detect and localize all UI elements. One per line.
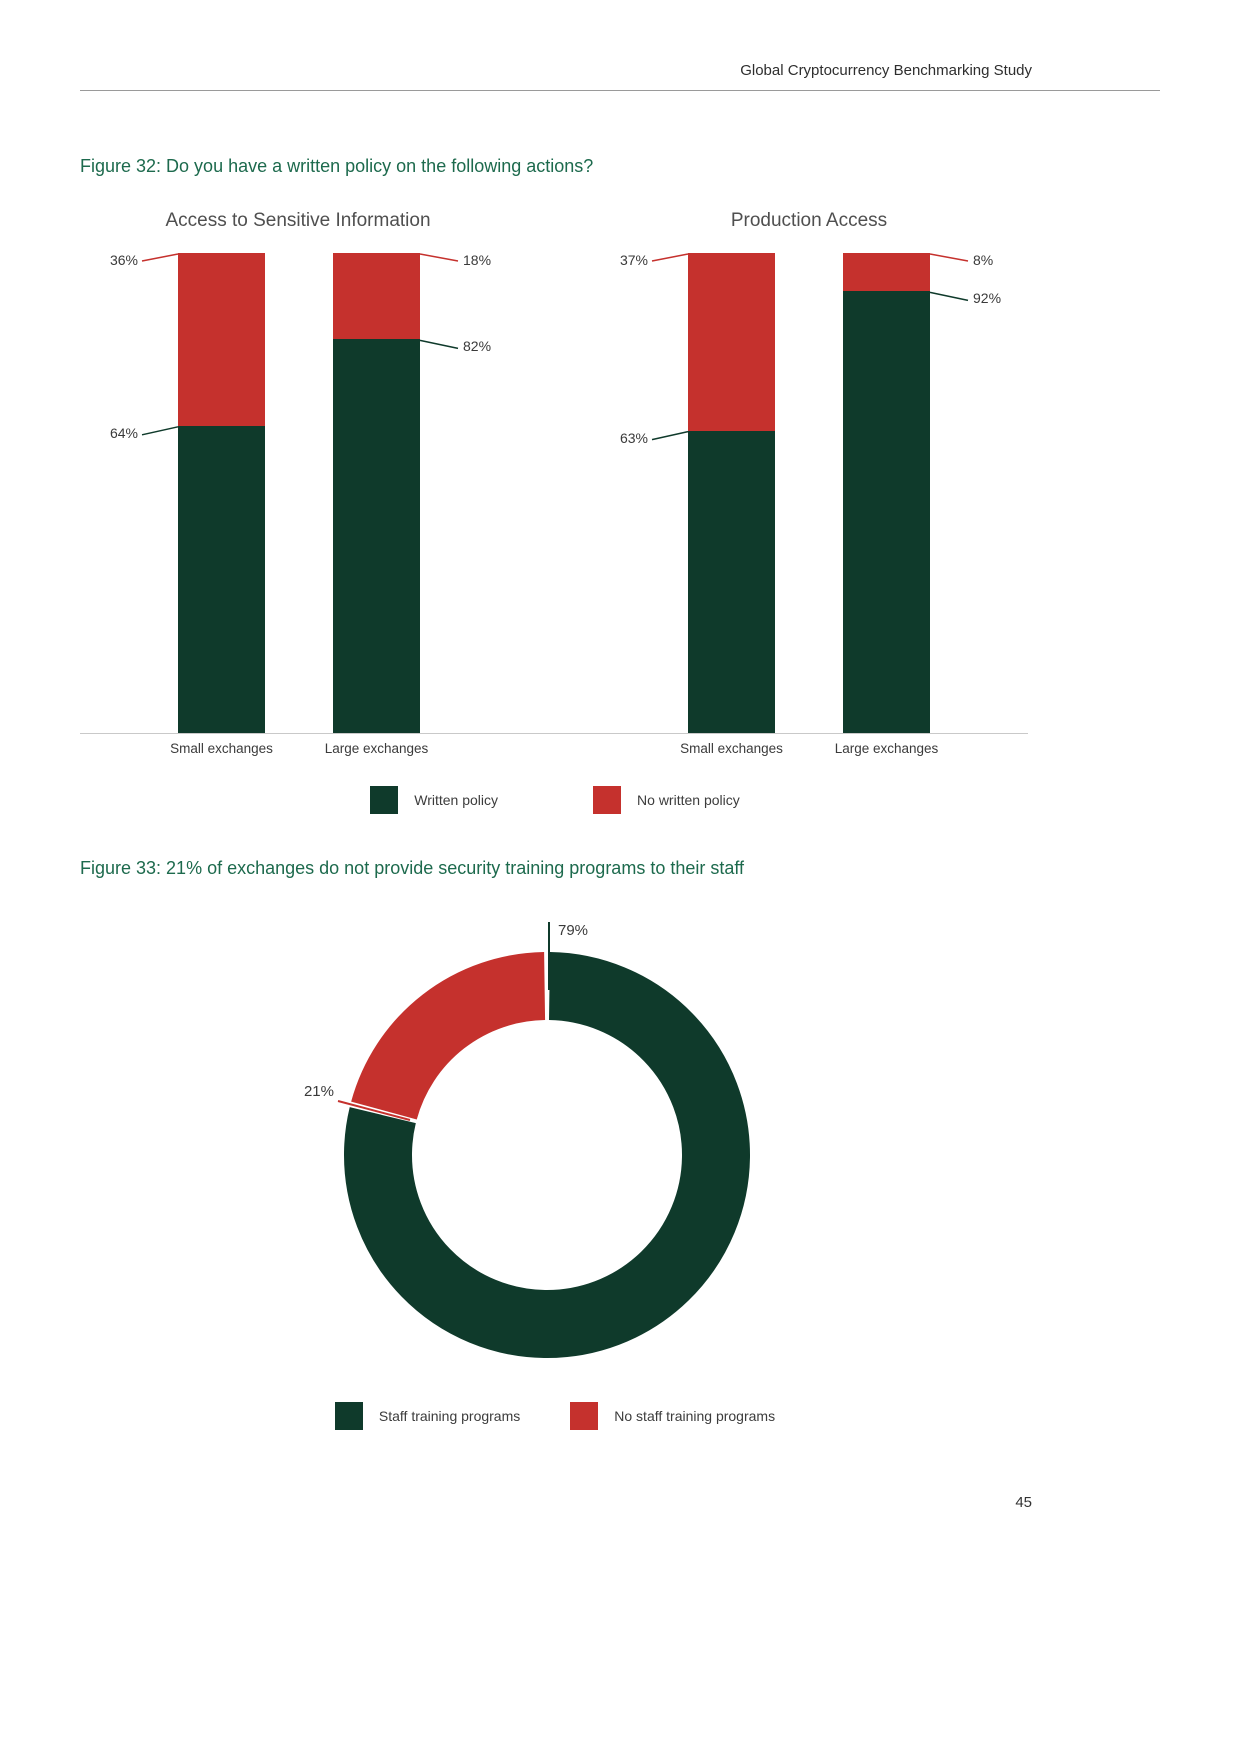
leader-line bbox=[929, 291, 969, 302]
category-label: Small exchanges bbox=[170, 741, 273, 756]
value-label-no-written-policy: 37% bbox=[619, 252, 648, 268]
bar-segment-no-written-policy bbox=[843, 253, 930, 292]
no-staff-training-legend-label: No staff training programs bbox=[614, 1408, 776, 1424]
page-number: 45 bbox=[1015, 1494, 1032, 1511]
leader-line bbox=[141, 253, 179, 262]
leader-line bbox=[651, 430, 689, 441]
legend-item-staff-training: Staff training programs bbox=[334, 1402, 521, 1430]
bar-segment-no-written-policy bbox=[178, 253, 265, 426]
category-label: Large exchanges bbox=[324, 741, 429, 756]
written-policy-legend-label: Written policy bbox=[414, 792, 499, 808]
leader-line bbox=[419, 339, 459, 350]
no-written-policy-legend-label: No written policy bbox=[637, 792, 740, 808]
figure33-caption: Figure 33: 21% of exchanges do not provi… bbox=[80, 858, 745, 878]
legend-item-no-staff-training: No staff training programs bbox=[570, 1402, 775, 1430]
category-label: Large exchanges bbox=[834, 741, 939, 756]
figure33-donut-chart: 79% 21% bbox=[80, 900, 1030, 1380]
donut-value-label-staff-training: 79% bbox=[558, 922, 589, 939]
chart-title: Access to Sensitive Information bbox=[165, 210, 431, 231]
bar-segment-no-written-policy bbox=[688, 253, 775, 431]
donut-svg bbox=[337, 922, 750, 1358]
donut-segment-staff-training bbox=[344, 952, 750, 1358]
x-axis-line bbox=[80, 733, 1028, 734]
staff-training-swatch bbox=[334, 1402, 363, 1430]
leader-line bbox=[929, 253, 969, 262]
header-title: Global Cryptocurrency Benchmarking Study bbox=[740, 62, 1032, 79]
category-label: Small exchanges bbox=[680, 741, 783, 756]
bar-segment-written-policy bbox=[178, 425, 265, 733]
legend-item-no-written-policy: No written policy bbox=[593, 786, 740, 814]
no-written-policy-swatch bbox=[593, 786, 622, 814]
bar-segment-no-written-policy bbox=[333, 253, 420, 340]
value-label-no-written-policy: 18% bbox=[463, 252, 492, 268]
bar-segment-written-policy bbox=[333, 339, 420, 733]
figure32-bar-charts: Access to Sensitive Information Small exc… bbox=[80, 210, 1030, 780]
figure32-caption: Figure 32: Do you have a written policy … bbox=[80, 156, 594, 176]
value-label-written-policy: 82% bbox=[463, 338, 492, 355]
legend-item-written-policy: Written policy bbox=[370, 786, 498, 814]
chart-title: Production Access bbox=[730, 210, 888, 231]
donut-leader-line-no-staff-training bbox=[337, 1100, 411, 1121]
header-rule bbox=[80, 90, 1160, 91]
no-staff-training-swatch bbox=[570, 1402, 599, 1430]
value-label-written-policy: 64% bbox=[109, 424, 138, 441]
donut-segment-no-staff-training bbox=[344, 952, 750, 1358]
written-policy-swatch bbox=[370, 786, 399, 814]
leader-line bbox=[419, 253, 459, 262]
value-label-no-written-policy: 8% bbox=[973, 252, 994, 268]
figure32-legend: Written policy No written policy bbox=[80, 786, 1030, 814]
figure33-legend: Staff training programs No staff trainin… bbox=[80, 1402, 1030, 1430]
value-label-written-policy: 92% bbox=[973, 290, 1002, 307]
staff-training-legend-label: Staff training programs bbox=[378, 1408, 521, 1424]
leader-line bbox=[651, 253, 689, 262]
value-label-written-policy: 63% bbox=[619, 429, 648, 446]
leader-line bbox=[141, 426, 179, 436]
bar-segment-written-policy bbox=[843, 291, 930, 733]
bar-segment-written-policy bbox=[688, 430, 775, 733]
value-label-no-written-policy: 36% bbox=[109, 252, 138, 268]
donut-value-label-no-staff-training: 21% bbox=[303, 1083, 334, 1100]
